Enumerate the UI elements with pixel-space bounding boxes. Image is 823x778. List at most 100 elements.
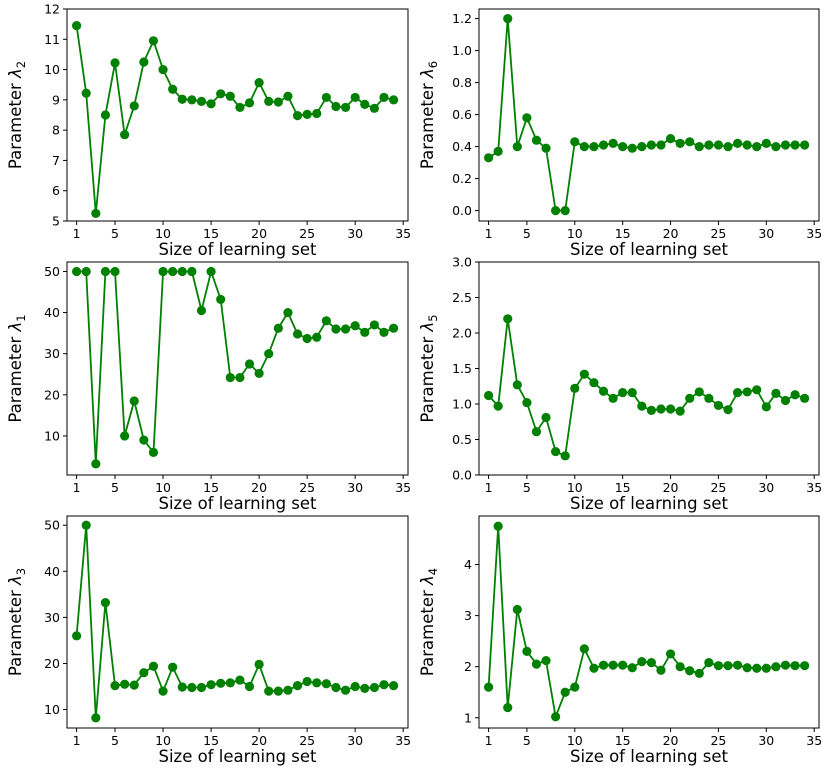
- data-point: [599, 661, 608, 670]
- x-tick-label: 35: [806, 733, 822, 748]
- data-point: [101, 267, 110, 276]
- y-axis-label: Parameter λ4: [418, 568, 440, 676]
- x-tick-label: 25: [710, 226, 726, 241]
- y-axis-label-text: Parameter: [418, 78, 437, 169]
- data-point: [752, 664, 761, 673]
- data-point: [82, 267, 91, 276]
- data-point: [714, 661, 723, 670]
- x-tick-label: 10: [567, 480, 583, 495]
- data-point: [503, 14, 512, 23]
- x-tick-label: 30: [347, 733, 363, 748]
- data-point: [599, 387, 608, 396]
- data-point: [293, 329, 302, 338]
- data-point: [723, 405, 732, 414]
- data-point: [685, 137, 694, 146]
- x-tick-label: 1: [485, 733, 493, 748]
- data-point: [618, 388, 627, 397]
- data-point: [91, 459, 100, 468]
- x-tick-label: 35: [395, 226, 411, 241]
- data-point: [570, 683, 579, 692]
- data-point: [628, 388, 637, 397]
- x-tick-label: 25: [299, 480, 315, 495]
- data-point: [494, 147, 503, 156]
- data-point: [570, 137, 579, 146]
- x-tick-label: 10: [567, 733, 583, 748]
- x-tick-label: 10: [155, 226, 171, 241]
- data-point: [197, 683, 206, 692]
- data-point: [618, 142, 627, 151]
- y-tick-label: 2.0: [452, 326, 472, 341]
- y-tick-label: 50: [44, 264, 60, 279]
- y-tick-label: 30: [44, 610, 60, 625]
- y-axis-label-text: Parameter: [6, 78, 25, 169]
- y-tick-label: 9: [52, 92, 60, 107]
- data-point: [351, 321, 360, 330]
- y-tick-label: 10: [44, 62, 60, 77]
- data-point: [341, 103, 350, 112]
- data-point: [561, 451, 570, 460]
- data-point: [91, 209, 100, 218]
- data-point: [608, 661, 617, 670]
- x-tick-label: 25: [710, 480, 726, 495]
- data-point: [216, 295, 225, 304]
- x-tick-label: 5: [111, 226, 119, 241]
- data-point: [743, 140, 752, 149]
- data-point: [235, 103, 244, 112]
- data-point: [790, 661, 799, 670]
- x-tick-label: 1: [485, 226, 493, 241]
- data-point: [206, 680, 215, 689]
- data-point: [771, 662, 780, 671]
- data-point: [733, 388, 742, 397]
- data-point: [800, 140, 809, 149]
- data-point: [580, 142, 589, 151]
- data-point: [283, 308, 292, 317]
- x-tick-label: 5: [111, 733, 119, 748]
- data-point: [389, 95, 398, 104]
- data-point: [656, 404, 665, 413]
- data-point: [264, 97, 273, 106]
- lambda-symbol: λ: [418, 322, 437, 333]
- data-point: [503, 703, 512, 712]
- data-point: [341, 324, 350, 333]
- data-point: [216, 89, 225, 98]
- data-point: [561, 206, 570, 215]
- data-point: [312, 109, 321, 118]
- data-point: [541, 413, 550, 422]
- x-tick-label: 20: [663, 480, 679, 495]
- data-point: [513, 380, 522, 389]
- plot-frame: [479, 516, 819, 728]
- data-point: [676, 407, 685, 416]
- data-point: [752, 142, 761, 151]
- lambda-symbol: λ: [6, 575, 25, 586]
- data-point: [379, 328, 388, 337]
- data-point: [283, 686, 292, 695]
- data-point: [120, 130, 129, 139]
- data-point: [82, 521, 91, 530]
- data-point: [158, 687, 167, 696]
- x-tick-label: 20: [663, 226, 679, 241]
- data-point: [532, 427, 541, 436]
- chart-panel-5: 1 5 10 15 20 25 30 351020304050Size of learning…: [6, 516, 411, 766]
- data-point: [351, 93, 360, 102]
- y-axis-label-text: Parameter: [6, 585, 25, 676]
- data-point: [197, 306, 206, 315]
- data-point: [494, 522, 503, 531]
- data-point: [513, 605, 522, 614]
- y-tick-label: 20: [44, 656, 60, 671]
- data-point: [389, 681, 398, 690]
- y-axis-label: Parameter λ3: [6, 568, 28, 676]
- data-point: [370, 683, 379, 692]
- data-point: [494, 402, 503, 411]
- data-point: [522, 113, 531, 122]
- y-axis-label-subscript: 4: [426, 568, 440, 575]
- data-point: [226, 92, 235, 101]
- y-tick-label: 0.2: [452, 171, 472, 186]
- data-point: [379, 93, 388, 102]
- data-point: [226, 373, 235, 382]
- y-tick-label: 7: [52, 153, 60, 168]
- data-point: [149, 36, 158, 45]
- y-tick-label: 20: [44, 387, 60, 402]
- y-tick-label: 40: [44, 564, 60, 579]
- x-tick-label: 15: [615, 226, 631, 241]
